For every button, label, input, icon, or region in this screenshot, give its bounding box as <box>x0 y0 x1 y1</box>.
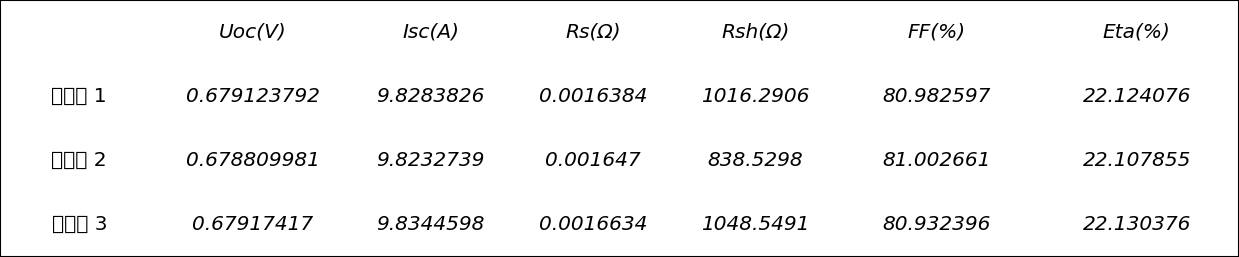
Text: 9.8344598: 9.8344598 <box>377 215 484 234</box>
Text: 0.0016634: 0.0016634 <box>539 215 647 234</box>
Text: Eta(%): Eta(%) <box>1103 23 1171 42</box>
Text: Isc(A): Isc(A) <box>401 23 460 42</box>
Text: 实施例 1: 实施例 1 <box>52 87 107 106</box>
Text: 0.0016384: 0.0016384 <box>539 87 647 106</box>
Text: 9.8283826: 9.8283826 <box>377 87 484 106</box>
Text: Rsh(Ω): Rsh(Ω) <box>721 23 789 42</box>
Text: 22.130376: 22.130376 <box>1083 215 1191 234</box>
Text: FF(%): FF(%) <box>908 23 965 42</box>
Text: 22.124076: 22.124076 <box>1083 87 1191 106</box>
Text: 0.001647: 0.001647 <box>545 151 641 170</box>
Text: 1048.5491: 1048.5491 <box>701 215 809 234</box>
Text: 9.8232739: 9.8232739 <box>377 151 484 170</box>
Text: 实施例 3: 实施例 3 <box>52 215 107 234</box>
Text: 0.679123792: 0.679123792 <box>186 87 320 106</box>
Text: 838.5298: 838.5298 <box>707 151 803 170</box>
Text: 实施例 2: 实施例 2 <box>52 151 107 170</box>
Text: 80.932396: 80.932396 <box>882 215 991 234</box>
Text: 1016.2906: 1016.2906 <box>701 87 809 106</box>
Text: Rs(Ω): Rs(Ω) <box>565 23 621 42</box>
Text: Uoc(V): Uoc(V) <box>219 23 286 42</box>
Text: 0.678809981: 0.678809981 <box>186 151 320 170</box>
Text: 81.002661: 81.002661 <box>882 151 991 170</box>
Text: 22.107855: 22.107855 <box>1083 151 1191 170</box>
Text: 0.67917417: 0.67917417 <box>192 215 313 234</box>
Text: 80.982597: 80.982597 <box>882 87 991 106</box>
